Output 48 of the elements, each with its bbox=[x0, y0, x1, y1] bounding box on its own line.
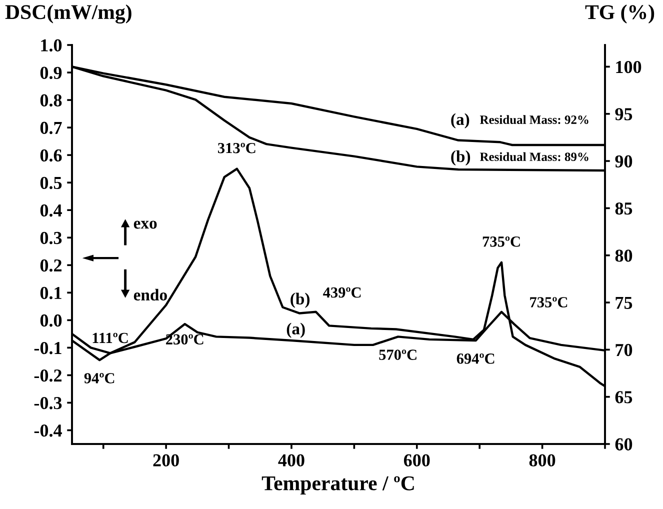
y-tick-label: -0.3 bbox=[34, 396, 62, 410]
annotation: 735ºC bbox=[530, 297, 568, 308]
y-tick-label: 0.8 bbox=[40, 94, 62, 107]
y-axis-title: DSC(mW/mg) bbox=[5, 4, 132, 24]
y-tick-label: 0.1 bbox=[40, 286, 62, 300]
x-tick-label: 200 bbox=[153, 454, 179, 466]
y-tick-label: -0.2 bbox=[34, 369, 62, 382]
annotation: (a) bbox=[451, 113, 470, 128]
annotation: (b) bbox=[451, 150, 470, 166]
y2-tick-label: 85 bbox=[615, 202, 632, 215]
annotation: 570ºC bbox=[379, 350, 416, 360]
y-tick-label: 0.4 bbox=[40, 204, 62, 217]
x-tick-label: 400 bbox=[278, 454, 304, 466]
x-axis-title: Temperature / ºC bbox=[262, 476, 414, 495]
annotation: 94ºC bbox=[84, 373, 114, 384]
y-tick-label: 0.6 bbox=[40, 149, 62, 162]
y2-tick-label: 60 bbox=[615, 438, 632, 450]
annotation: endo bbox=[134, 288, 167, 301]
y2-tick-label: 95 bbox=[615, 108, 632, 120]
y2-tick-label: 80 bbox=[615, 250, 632, 262]
y-tick-label: 0.0 bbox=[40, 314, 62, 327]
y-tick-label: 0.3 bbox=[40, 232, 62, 244]
annotation: exo bbox=[134, 220, 157, 229]
x-tick-label: 600 bbox=[404, 454, 430, 466]
x-tick-label: 800 bbox=[529, 454, 556, 466]
y-tick-label: -0.1 bbox=[34, 342, 62, 354]
y-tick-label: 1.0 bbox=[41, 39, 62, 52]
y2-tick-label: 75 bbox=[616, 296, 632, 309]
y-tick-label: 0.7 bbox=[40, 122, 62, 134]
y2-tick-label: 90 bbox=[615, 155, 632, 168]
annotation: (a) bbox=[286, 322, 305, 338]
annotation: Residual Mass: 89% bbox=[480, 152, 588, 162]
annotation: 439ºC bbox=[323, 287, 361, 298]
y2-axis-title: TG (%) bbox=[585, 4, 654, 24]
y2-tick-label: 70 bbox=[616, 344, 632, 356]
annotation: 313ºC bbox=[218, 142, 256, 154]
annotation: 735ºC bbox=[482, 236, 520, 247]
annotation: 694ºC bbox=[456, 354, 494, 364]
y-tick-label: 0.9 bbox=[40, 66, 62, 80]
y2-tick-label: 65 bbox=[615, 391, 632, 404]
y-tick-label: -0.4 bbox=[34, 424, 62, 437]
annotation: Residual Mass: 92% bbox=[480, 115, 588, 124]
annotation: (b) bbox=[290, 292, 310, 308]
y2-tick-label: 100 bbox=[616, 60, 642, 74]
y-tick-label: 0.2 bbox=[40, 259, 62, 272]
annotation: 230ºC bbox=[166, 334, 204, 345]
y-tick-label: 0.5 bbox=[40, 176, 62, 190]
annotation: 111ºC bbox=[92, 332, 128, 344]
